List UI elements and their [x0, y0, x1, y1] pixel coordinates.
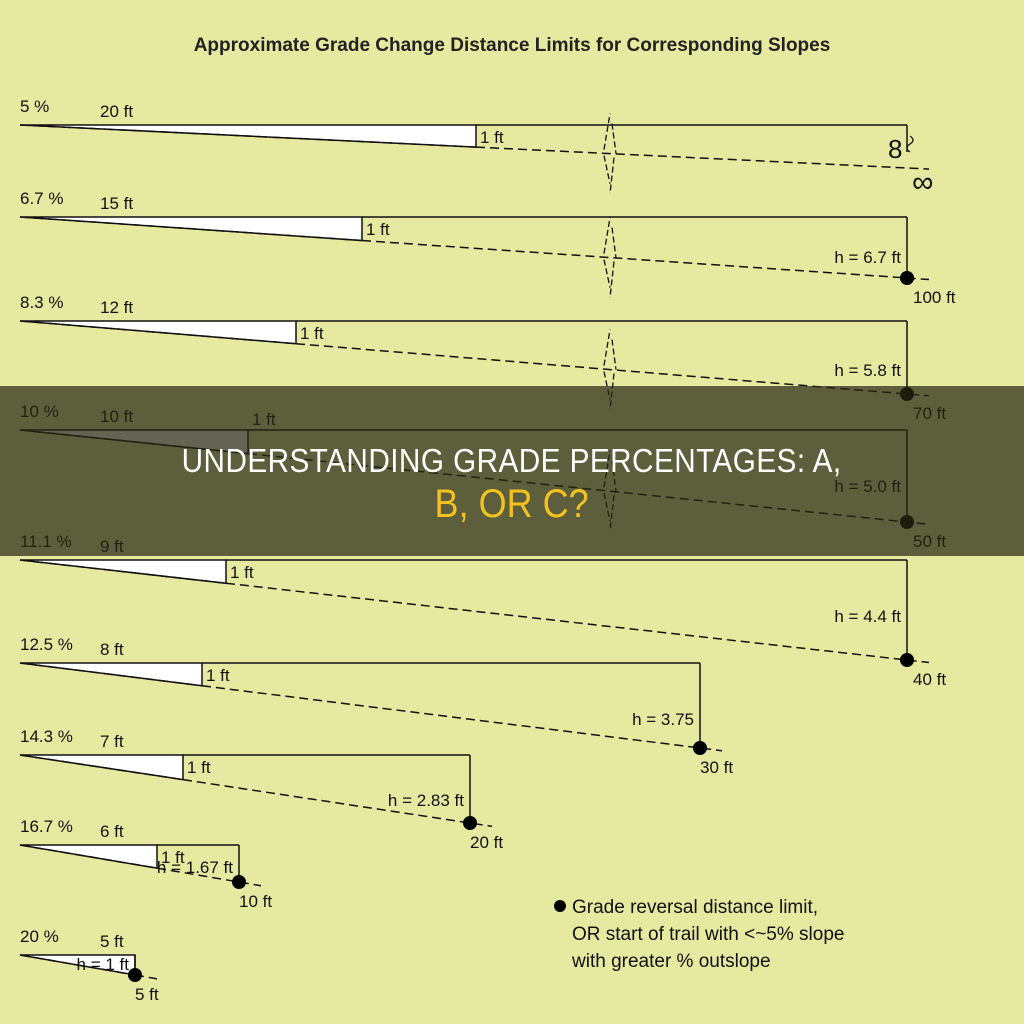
- run-label: 20 ft: [100, 102, 133, 121]
- grade-label: 6.7 %: [20, 189, 63, 208]
- slope-row: 16.7 % 6 ft 1 fth = 1.67 ft 10 ft: [19, 817, 272, 911]
- grade-label: 20 %: [20, 927, 59, 946]
- slope-line-extension: [475, 146, 930, 170]
- rise-label: 1 ft: [161, 848, 185, 867]
- limit-dot-icon: [463, 816, 477, 830]
- break-mark: [603, 217, 617, 298]
- limit-dot-icon: [900, 271, 914, 285]
- run-label: 7 ft: [100, 732, 124, 751]
- rise-label: 1 ft: [187, 758, 211, 777]
- height-label: h = 6.7 ft: [834, 248, 901, 267]
- overlay-title-line-1: UNDERSTANDING GRADE PERCENTAGES: A,: [182, 442, 842, 479]
- slope-line: [19, 124, 477, 148]
- height-label: h = 3.75: [632, 710, 694, 729]
- run-label: 12 ft: [100, 298, 133, 317]
- legend-line-3: with greater % outslope: [571, 951, 771, 972]
- legend-dot-icon: [554, 900, 566, 912]
- slope-line: [19, 320, 297, 345]
- limit-dot-icon: [900, 653, 914, 667]
- limit-dot-icon: [693, 741, 707, 755]
- height-label: h = 5.8 ft: [834, 361, 901, 380]
- height-label: h = 2.83 ft: [388, 791, 464, 810]
- slope-row: 12.5 % 8 ft 1 ft h = 3.75 30 ft: [19, 635, 733, 777]
- slope-row: 20 % 5 ft h = 1 ft 5 ft: [19, 927, 159, 1004]
- rise-label: 1 ft: [300, 324, 324, 343]
- rise-label: 1 ft: [230, 563, 254, 582]
- grade-label: 12.5 %: [20, 635, 73, 654]
- legend-line-1: Grade reversal distance limit,: [572, 897, 818, 918]
- sideways-infinity-label: 8: [888, 134, 902, 164]
- run-label: 5 ft: [100, 932, 124, 951]
- grade-label: 8.3 %: [20, 293, 63, 312]
- brace-icon: [906, 135, 914, 153]
- height-label: h = 1 ft: [77, 955, 130, 974]
- slope-line: [19, 662, 203, 687]
- slope-triangle: [19, 754, 184, 781]
- run-label: 8 ft: [100, 640, 124, 659]
- distance-label-infinity: ∞: [912, 166, 933, 199]
- grade-label: 14.3 %: [20, 727, 73, 746]
- height-label: h = 1.67 ft: [157, 858, 233, 877]
- distance-label: 40 ft: [913, 670, 946, 689]
- break-mark: [603, 113, 617, 194]
- slope-row: 14.3 % 7 ft 1 ft h = 2.83 ft 20 ft: [19, 727, 503, 852]
- break-mark: [603, 329, 617, 410]
- distance-label: 100 ft: [913, 288, 956, 307]
- slope-line-extension: [225, 582, 930, 664]
- slope-row: 5 % 20 ft 1 ft 8 ∞: [19, 97, 933, 199]
- limit-dot-icon: [128, 968, 142, 982]
- slope-line-extension: [361, 239, 930, 281]
- height-label: h = 4.4 ft: [834, 607, 901, 626]
- grade-label: 5 %: [20, 97, 49, 116]
- rise-label: 1 ft: [480, 128, 504, 147]
- slope-line: [19, 559, 227, 584]
- slope-line-extension: [182, 778, 493, 828]
- slope-line: [19, 216, 363, 242]
- limit-dot-icon: [232, 875, 246, 889]
- slope-line: [19, 844, 158, 869]
- slope-line-extension: [201, 685, 723, 752]
- overlay-title-line-2: B, OR C?: [434, 482, 590, 526]
- slope-triangle: [19, 320, 297, 345]
- legend: Grade reversal distance limit, OR start …: [554, 897, 844, 972]
- legend-line-2: OR start of trail with <~5% slope: [572, 924, 844, 945]
- grade-label: 16.7 %: [20, 817, 73, 836]
- diagram-title: Approximate Grade Change Distance Limits…: [194, 35, 831, 56]
- run-label: 6 ft: [100, 822, 124, 841]
- distance-label: 30 ft: [700, 758, 733, 777]
- distance-label: 10 ft: [239, 892, 272, 911]
- slope-row: 6.7 % 15 ft 1 ft h = 6.7 ft 100 ft: [19, 189, 956, 307]
- distance-label: 20 ft: [470, 833, 503, 852]
- slope-line-extension: [295, 342, 930, 397]
- title-overlay: UNDERSTANDING GRADE PERCENTAGES: A, B, O…: [0, 386, 1024, 556]
- run-label: 15 ft: [100, 194, 133, 213]
- distance-label: 5 ft: [135, 985, 159, 1004]
- rise-label: 1 ft: [366, 220, 390, 239]
- rise-label: 1 ft: [206, 666, 230, 685]
- slope-line: [19, 954, 136, 976]
